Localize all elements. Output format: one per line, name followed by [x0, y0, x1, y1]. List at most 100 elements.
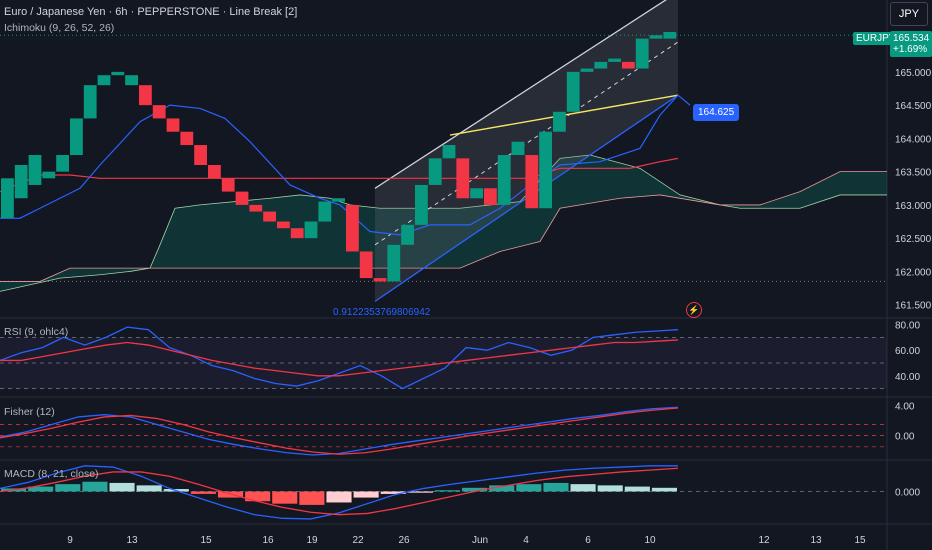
line-break-brick	[428, 158, 442, 185]
y-tick-label: 161.500	[895, 301, 932, 312]
macd-histogram-bar	[407, 491, 433, 493]
line-break-brick	[387, 244, 401, 282]
x-tick-label: 19	[306, 535, 318, 546]
macd-histogram-bar	[651, 487, 677, 492]
y-tick-label: 165.000	[895, 68, 932, 79]
line-break-brick	[484, 188, 497, 205]
line-break-brick	[649, 35, 663, 39]
macd-histogram-bar	[28, 486, 54, 492]
line-break-brick	[42, 171, 56, 179]
rsi-line	[0, 326, 679, 390]
y-tick-label: 163.000	[895, 201, 932, 212]
macd-histogram-bar	[299, 491, 325, 505]
lightning-icon[interactable]: ⚡	[686, 302, 702, 318]
line-break-brick	[594, 61, 608, 69]
ichimoku-cloud	[0, 155, 887, 292]
fisher-tick-label: 0.00	[895, 432, 915, 443]
line-break-brick	[166, 118, 180, 132]
line-break-brick	[401, 224, 414, 245]
y-tick-label: 164.500	[895, 101, 932, 112]
rsi-tick-label: 80.00	[895, 321, 920, 332]
macd-histogram-bar	[516, 484, 542, 492]
x-tick-label: 15	[200, 535, 212, 546]
line-break-brick	[221, 178, 235, 192]
y-tick-label: 162.500	[895, 234, 932, 245]
fisher-trigger-line	[0, 407, 679, 455]
line-break-brick	[456, 158, 470, 199]
line-break-brick	[139, 85, 152, 106]
x-tick-label: 9	[67, 535, 73, 546]
x-tick-label: 10	[644, 535, 656, 546]
rsi-title[interactable]: RSI (9, ohlc4)	[4, 326, 69, 338]
line-break-brick	[580, 68, 594, 72]
line-break-brick	[497, 155, 511, 205]
line-break-brick	[553, 111, 566, 132]
macd-histogram-bar	[136, 485, 162, 492]
macd-histogram-bar	[353, 491, 379, 498]
rsi-tick-label: 40.00	[895, 372, 920, 383]
line-break-brick	[525, 155, 539, 209]
rsi-tick-label: 60.00	[895, 346, 920, 357]
macd-histogram-bar	[624, 486, 650, 492]
line-break-brick	[208, 165, 221, 179]
line-break-brick	[83, 85, 97, 119]
line-break-brick	[663, 31, 677, 39]
macd-histogram-bar	[543, 482, 569, 492]
x-tick-label: 16	[262, 535, 274, 546]
line-break-brick	[194, 145, 207, 165]
line-break-brick	[304, 221, 318, 239]
last-price-tag: 165.534 +1.69%	[890, 31, 932, 57]
x-tick-label: 13	[126, 535, 138, 546]
macd-histogram-bar	[190, 491, 216, 494]
line-break-brick	[318, 201, 332, 222]
x-tick-label: Jun	[472, 535, 488, 546]
line-break-brick	[332, 198, 345, 202]
line-break-brick	[56, 155, 69, 172]
macd-signal-line	[0, 467, 679, 516]
channel-upper	[374, 0, 667, 189]
tenkan-line	[0, 94, 691, 236]
macd-histogram-bar	[326, 491, 352, 503]
rsi-signal-line	[0, 339, 679, 377]
line-break-brick	[28, 155, 42, 185]
fisher-line	[0, 406, 679, 456]
line-break-brick	[470, 188, 483, 199]
line-break-brick	[111, 71, 125, 76]
chart-title: Euro / Japanese Yen · 6h · PEPPERSTONE ·…	[4, 6, 298, 18]
line-break-brick	[14, 165, 28, 199]
y-tick-label: 162.000	[895, 267, 932, 278]
line-break-brick	[415, 184, 428, 225]
last-price: 165.534	[893, 33, 930, 44]
line-break-brick	[539, 131, 552, 209]
x-tick-label: 13	[810, 535, 822, 546]
fib-ratio-label: 0.9122353769806942	[333, 307, 431, 318]
macd-histogram-bar	[489, 485, 515, 492]
line-break-brick	[608, 58, 621, 62]
x-tick-label: 26	[398, 535, 410, 546]
macd-title[interactable]: MACD (8, 21, close)	[4, 468, 99, 480]
line-break-brick	[1, 178, 14, 219]
channel-price-label[interactable]: 164.625	[693, 104, 740, 121]
y-tick-label: 163.500	[895, 168, 932, 179]
line-break-brick	[97, 75, 111, 86]
x-tick-label: 22	[352, 535, 364, 546]
line-break-brick	[290, 228, 304, 239]
macd-histogram-bar	[570, 484, 596, 492]
currency-button[interactable]: JPY	[890, 2, 928, 26]
line-break-brick	[635, 38, 649, 69]
ichimoku-legend[interactable]: Ichimoku (9, 26, 52, 26)	[4, 22, 115, 34]
macd-histogram-bar	[245, 491, 271, 502]
macd-histogram-bar	[272, 491, 298, 504]
macd-line	[0, 465, 678, 520]
y-tick-label: 164.000	[895, 134, 932, 145]
line-break-brick	[442, 145, 456, 159]
line-break-brick	[373, 278, 387, 282]
macd-histogram-bar	[55, 484, 81, 492]
line-break-brick	[235, 191, 249, 205]
macd-histogram-bar	[597, 485, 623, 492]
price-change: +1.69%	[893, 44, 928, 55]
line-break-brick	[277, 221, 290, 229]
fisher-tick-label: 4.00	[895, 402, 915, 413]
fisher-title[interactable]: Fisher (12)	[4, 406, 55, 418]
